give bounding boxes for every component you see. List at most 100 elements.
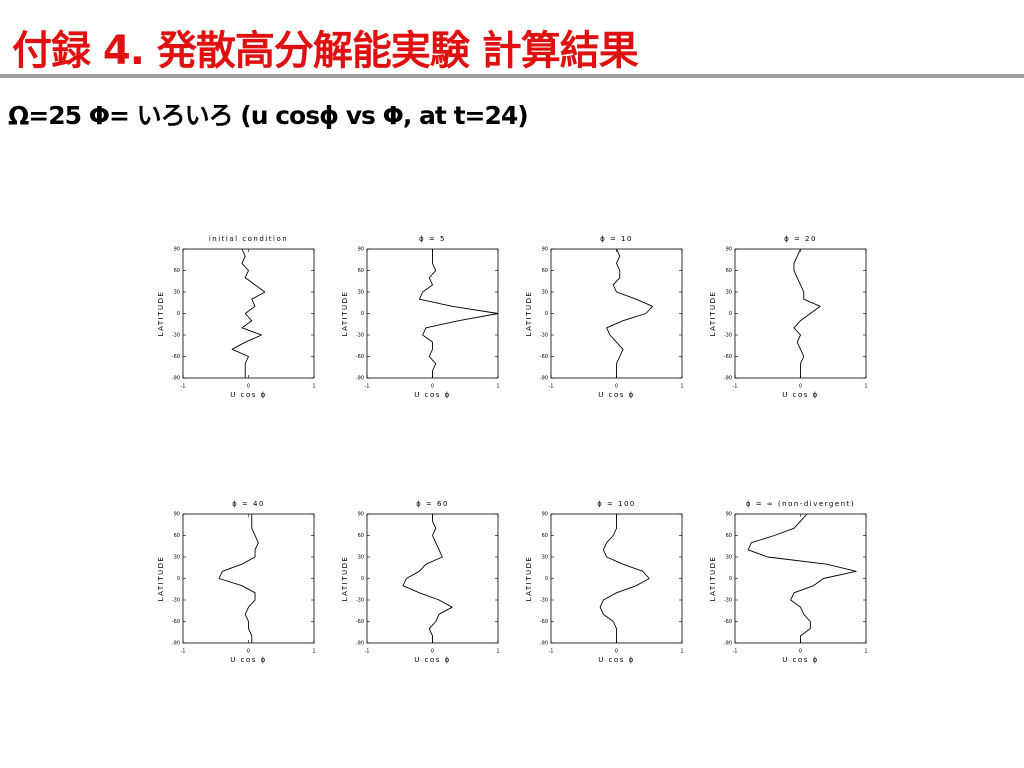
x-tick-label: 1 (312, 384, 315, 390)
x-axis-label: U cos ϕ (230, 391, 266, 399)
y-tick-label: 0 (545, 311, 548, 317)
y-tick-label: -60 (172, 354, 180, 360)
x-tick-label: 1 (680, 649, 683, 655)
chart-title: ϕ = 5 (419, 235, 446, 243)
y-tick-label: -30 (356, 598, 364, 604)
y-tick-label: 90 (358, 247, 364, 253)
chart-title: ϕ = 20 (784, 235, 817, 243)
x-tick-label: 1 (496, 384, 499, 390)
x-tick-label: 1 (864, 649, 867, 655)
x-tick-label: -1 (549, 649, 554, 655)
chart-title: ϕ = 100 (597, 500, 636, 508)
y-axis-label: LATITUDE (525, 556, 533, 602)
profile-line (418, 249, 499, 378)
y-tick-label: 0 (361, 311, 364, 317)
x-tick-label: 1 (312, 649, 315, 655)
profile-line (231, 248, 266, 378)
y-tick-label: -90 (356, 641, 364, 647)
x-tick-label: -1 (733, 384, 738, 390)
profile-line (793, 248, 821, 378)
plot-frame (734, 513, 867, 644)
plot-frame (366, 248, 499, 379)
y-tick-label: -30 (540, 333, 548, 339)
profile-line (599, 514, 650, 643)
y-tick-label: 90 (726, 512, 732, 518)
y-tick-label: 60 (542, 268, 548, 274)
x-tick-label: -1 (549, 384, 554, 390)
y-tick-label: -60 (724, 619, 732, 625)
x-tick-label: 0 (431, 649, 434, 655)
plot-frame (366, 513, 499, 644)
y-tick-label: 0 (177, 311, 180, 317)
profile-line (747, 513, 857, 643)
y-tick-label: 30 (174, 555, 180, 561)
x-axis-label: U cos ϕ (782, 656, 818, 664)
x-tick-label: 1 (680, 384, 683, 390)
x-axis-label: U cos ϕ (414, 391, 450, 399)
y-tick-label: 60 (726, 268, 732, 274)
plot-frame (550, 248, 683, 379)
x-tick-label: -1 (181, 649, 186, 655)
y-tick-label: -30 (172, 598, 180, 604)
y-tick-label: -90 (724, 376, 732, 382)
y-tick-label: 30 (174, 290, 180, 296)
y-tick-label: 30 (358, 555, 364, 561)
x-axis-label: U cos ϕ (598, 391, 634, 399)
y-axis-label: LATITUDE (525, 291, 533, 337)
x-axis-label: U cos ϕ (230, 656, 266, 664)
y-tick-label: -90 (540, 376, 548, 382)
plot-frame (734, 248, 867, 379)
x-tick-label: 1 (496, 649, 499, 655)
y-tick-label: -30 (724, 333, 732, 339)
y-axis-label: LATITUDE (157, 291, 165, 337)
y-tick-label: 0 (177, 576, 180, 582)
chart-title: ϕ = 10 (600, 235, 633, 243)
x-tick-label: 1 (864, 384, 867, 390)
y-tick-label: 30 (358, 290, 364, 296)
y-tick-label: 90 (358, 512, 364, 518)
x-axis-label: U cos ϕ (782, 391, 818, 399)
x-axis-label: U cos ϕ (598, 656, 634, 664)
y-tick-label: 0 (729, 576, 732, 582)
y-tick-label: 60 (174, 533, 180, 539)
y-tick-label: 60 (726, 533, 732, 539)
y-tick-label: -90 (540, 641, 548, 647)
y-tick-label: -60 (724, 354, 732, 360)
y-tick-label: -60 (356, 354, 364, 360)
y-axis-label: LATITUDE (709, 291, 717, 337)
x-tick-label: 0 (247, 649, 250, 655)
slide-subtitle: Ω=25 Φ= いろいろ (u cosϕ vs Φ, at t=24) (8, 101, 529, 130)
x-tick-label: -1 (181, 384, 186, 390)
y-tick-label: 90 (542, 247, 548, 253)
chart-title: ϕ = 60 (416, 500, 449, 508)
profile-line (402, 514, 453, 643)
y-tick-label: 60 (542, 533, 548, 539)
y-axis-label: LATITUDE (709, 556, 717, 602)
x-tick-label: -1 (733, 649, 738, 655)
y-tick-label: 90 (542, 512, 548, 518)
y-tick-label: 0 (729, 311, 732, 317)
profile-line (218, 514, 259, 643)
y-tick-label: 90 (726, 247, 732, 253)
x-tick-label: 0 (799, 384, 802, 390)
y-tick-label: -90 (172, 641, 180, 647)
x-axis-label: U cos ϕ (414, 656, 450, 664)
profile-line (606, 248, 653, 378)
y-tick-label: -90 (724, 641, 732, 647)
y-tick-label: -60 (172, 619, 180, 625)
y-tick-label: 0 (545, 576, 548, 582)
x-tick-label: -1 (365, 384, 370, 390)
y-tick-label: 0 (361, 576, 364, 582)
chart-title: ϕ = ∞ (non-divergent) (746, 500, 855, 508)
x-tick-label: 0 (247, 384, 250, 390)
y-tick-label: 30 (542, 555, 548, 561)
y-tick-label: 30 (726, 555, 732, 561)
y-axis-label: LATITUDE (157, 556, 165, 602)
plot-frame (182, 248, 315, 379)
y-tick-label: -30 (540, 598, 548, 604)
y-tick-label: 60 (358, 268, 364, 274)
y-tick-label: 30 (726, 290, 732, 296)
y-tick-label: -90 (356, 376, 364, 382)
y-tick-label: -30 (172, 333, 180, 339)
